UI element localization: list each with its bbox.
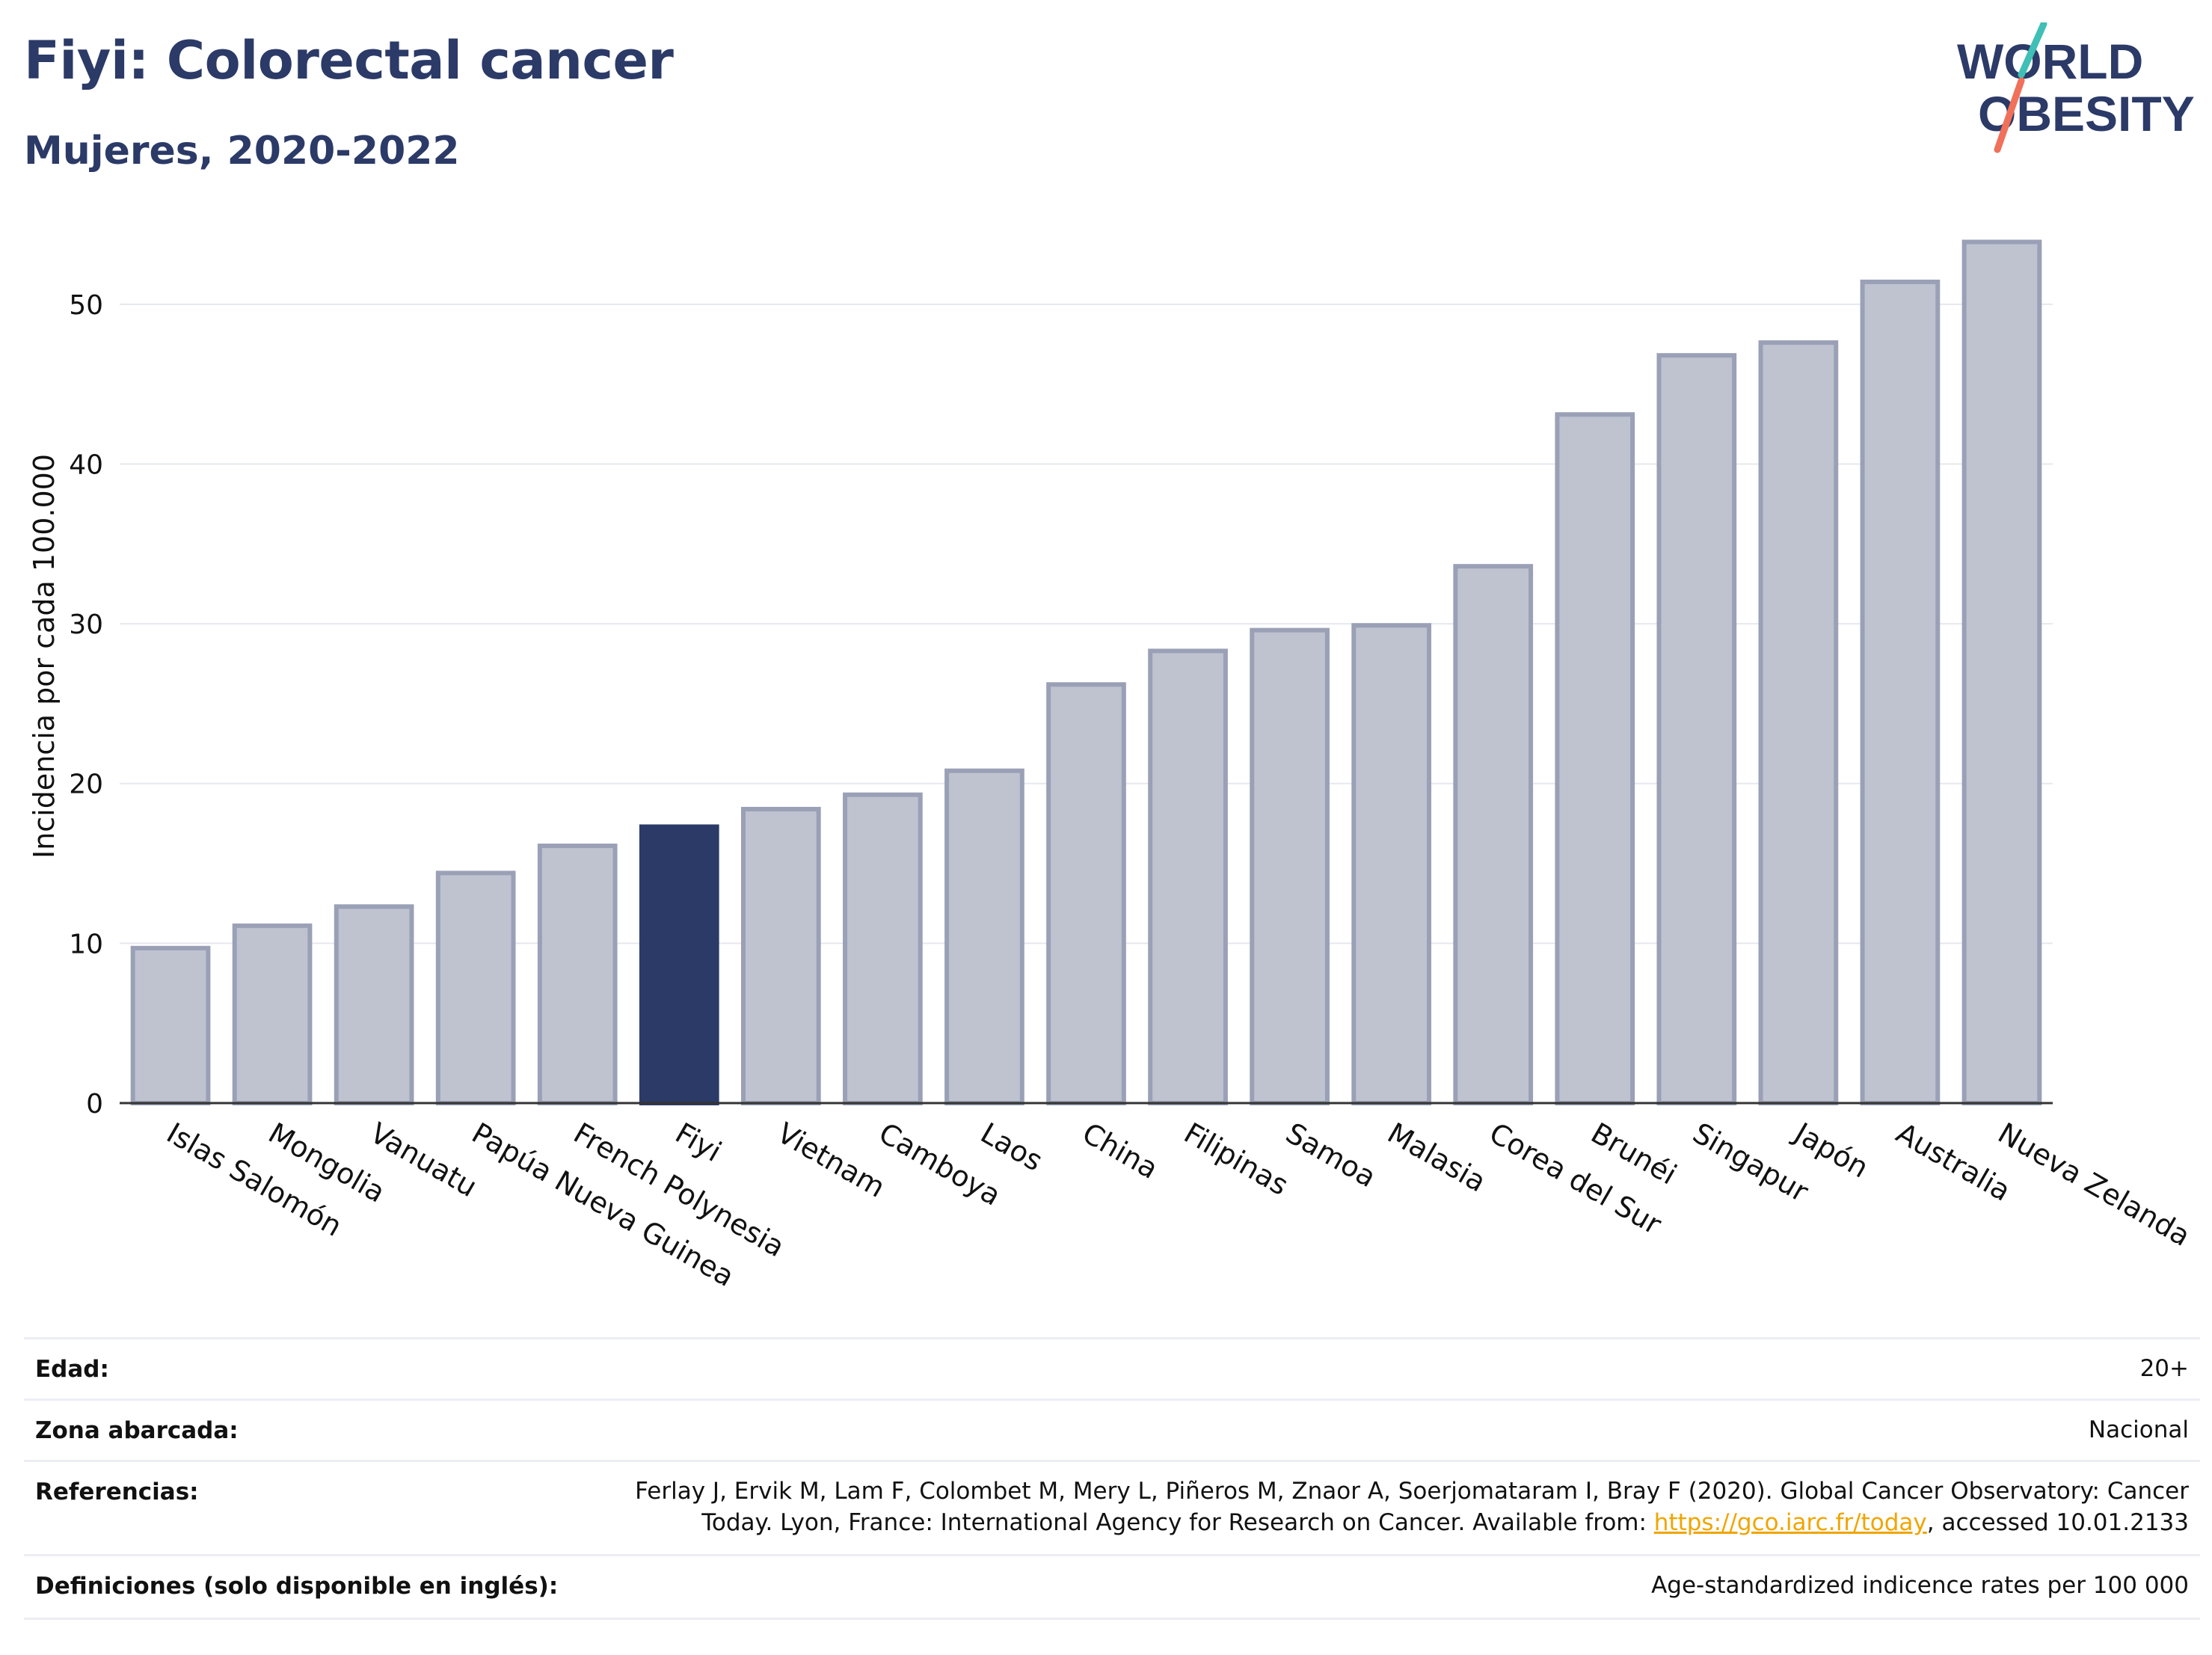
reference-text: Today. Lyon, France: International Agenc… — [701, 1509, 1654, 1536]
bar — [944, 768, 1024, 1105]
metadata-label: Definiciones (solo disponible en inglés)… — [35, 1573, 559, 1600]
x-tick-label: Samoa — [1280, 1117, 1381, 1194]
metadata-row-references: Referencias: Ferlay J, Ervik M, Lam F, C… — [24, 1460, 2200, 1556]
reference-line-2: Today. Lyon, France: International Agenc… — [635, 1507, 2189, 1538]
chart-title: Fiyi: Colorectal cancer — [24, 30, 674, 91]
y-tick-label: 20 — [69, 770, 103, 800]
logo-text-world: WORLD — [1957, 34, 2143, 89]
x-tick-label: Corea del Sur — [1484, 1117, 1667, 1241]
x-tick-label: Singapur — [1687, 1117, 1814, 1209]
metadata-label: Zona abarcada: — [35, 1417, 239, 1444]
x-tick-label: Nueva Zelanda — [1992, 1117, 2196, 1253]
y-axis-label: Incidencia por cada 100.000 — [28, 454, 61, 859]
metadata-value: Nacional — [2088, 1416, 2189, 1443]
bar — [130, 945, 211, 1105]
bar — [334, 904, 414, 1106]
bar — [232, 923, 313, 1106]
x-tick-label: China — [1077, 1117, 1164, 1185]
x-tick-label: Fiyi — [670, 1117, 727, 1168]
logo-slash-coral — [1994, 77, 2025, 153]
y-tick-label: 30 — [69, 610, 103, 640]
bar — [843, 792, 923, 1105]
metadata-table: Edad: 20+ Zona abarcada: Nacional Refere… — [24, 1337, 2200, 1621]
bar — [1656, 353, 1737, 1105]
bar — [1860, 279, 1941, 1106]
bar — [1758, 340, 1839, 1106]
bar — [1351, 623, 1431, 1105]
bar — [1148, 648, 1228, 1105]
x-tick-label: Malasia — [1382, 1117, 1491, 1199]
bar — [1250, 627, 1330, 1105]
metadata-label: Edad: — [35, 1356, 109, 1383]
bar — [537, 844, 618, 1105]
metadata-row-definitions: Definiciones (solo disponible en inglés)… — [24, 1554, 2200, 1620]
metadata-value: 20+ — [2139, 1355, 2189, 1382]
reference-link[interactable]: https://gco.iarc.fr/today — [1653, 1509, 1927, 1536]
y-tick-label: 40 — [69, 449, 103, 480]
bar-chart: 0 10 20 30 40 50 Incidencia por cada 100.000 Is… — [28, 239, 2196, 1293]
x-tick-label: Islas Salomón — [162, 1117, 348, 1243]
y-tick-label: 10 — [69, 929, 103, 959]
x-tick-label: Filipinas — [1179, 1117, 1294, 1202]
logo-slash-teal — [2018, 22, 2047, 79]
metadata-value: Age-standardized indicence rates per 100… — [1651, 1572, 2189, 1599]
x-tick-label: Australia — [1890, 1117, 2016, 1208]
y-tick-label: 0 — [86, 1089, 103, 1120]
bar — [435, 871, 516, 1105]
bar — [741, 806, 821, 1105]
metadata-row-area: Zona abarcada: Nacional — [24, 1398, 2200, 1462]
reference-line-1: Ferlay J, Ervik M, Lam F, Colombet M, Me… — [635, 1478, 2189, 1505]
bar — [1961, 239, 2042, 1105]
x-tick-label: Vietnam — [772, 1117, 891, 1204]
x-tick-label: Laos — [975, 1117, 1048, 1178]
y-tick-label: 50 — [69, 290, 103, 321]
bar — [1453, 564, 1534, 1105]
bar — [639, 824, 719, 1105]
chart-subtitle: Mujeres, 2020-2022 — [24, 129, 460, 174]
bar — [1555, 412, 1635, 1105]
metadata-row-age: Edad: 20+ — [24, 1337, 2200, 1401]
metadata-value: Ferlay J, Ervik M, Lam F, Colombet M, Me… — [635, 1476, 2189, 1538]
bar — [1046, 682, 1126, 1105]
reference-accessed: , accessed 10.01.2133 — [1926, 1509, 2189, 1536]
metadata-label: Referencias: — [35, 1479, 199, 1505]
world-obesity-logo: WORLD OBESITY — [1957, 22, 2195, 153]
